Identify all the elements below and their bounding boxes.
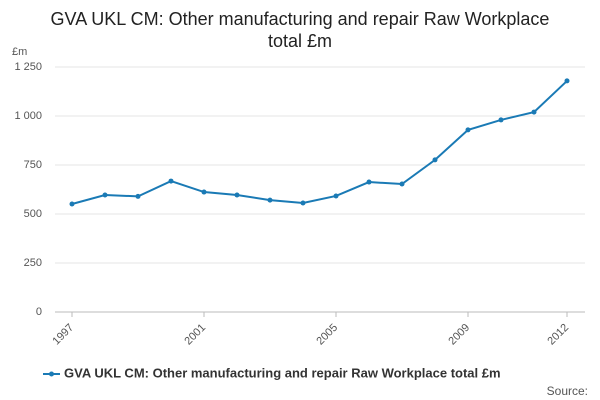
data-point — [201, 189, 207, 195]
x-tick-label: 2012 — [545, 322, 571, 348]
y-axis-label: £m — [12, 46, 27, 58]
source: Source: — [547, 384, 588, 398]
data-point — [399, 181, 405, 187]
chart-title: GVA UKL CM: Other manufacturing and repa… — [50, 9, 550, 51]
data-point — [498, 117, 504, 123]
data-point — [333, 193, 339, 199]
data-point — [531, 109, 537, 115]
data-point — [234, 192, 240, 198]
x-tick-label: 1997 — [50, 322, 76, 348]
y-tick-label: 500 — [24, 208, 42, 220]
y-tick-label: 250 — [24, 257, 42, 269]
y-tick-label: 1 000 — [14, 110, 42, 122]
data-point — [564, 78, 570, 84]
x-tick-label: 2001 — [182, 322, 208, 348]
data-point — [432, 157, 438, 163]
data-point — [366, 179, 372, 185]
x-tick-label: 2009 — [446, 322, 472, 348]
data-point — [168, 178, 174, 184]
legend-marker — [49, 371, 54, 377]
x-tick-label: 2005 — [314, 322, 340, 348]
data-point — [267, 197, 273, 203]
legend-label: GVA UKL CM: Other manufacturing and repa… — [64, 365, 501, 380]
data-point — [102, 192, 108, 198]
data-point — [465, 127, 471, 133]
y-tick-label: 0 — [36, 306, 42, 318]
data-point — [69, 201, 75, 207]
data-point — [300, 200, 306, 206]
y-tick-label: 1 250 — [14, 61, 42, 73]
data-point — [135, 193, 141, 199]
data-line — [71, 80, 568, 205]
y-tick-label: 750 — [24, 159, 42, 171]
